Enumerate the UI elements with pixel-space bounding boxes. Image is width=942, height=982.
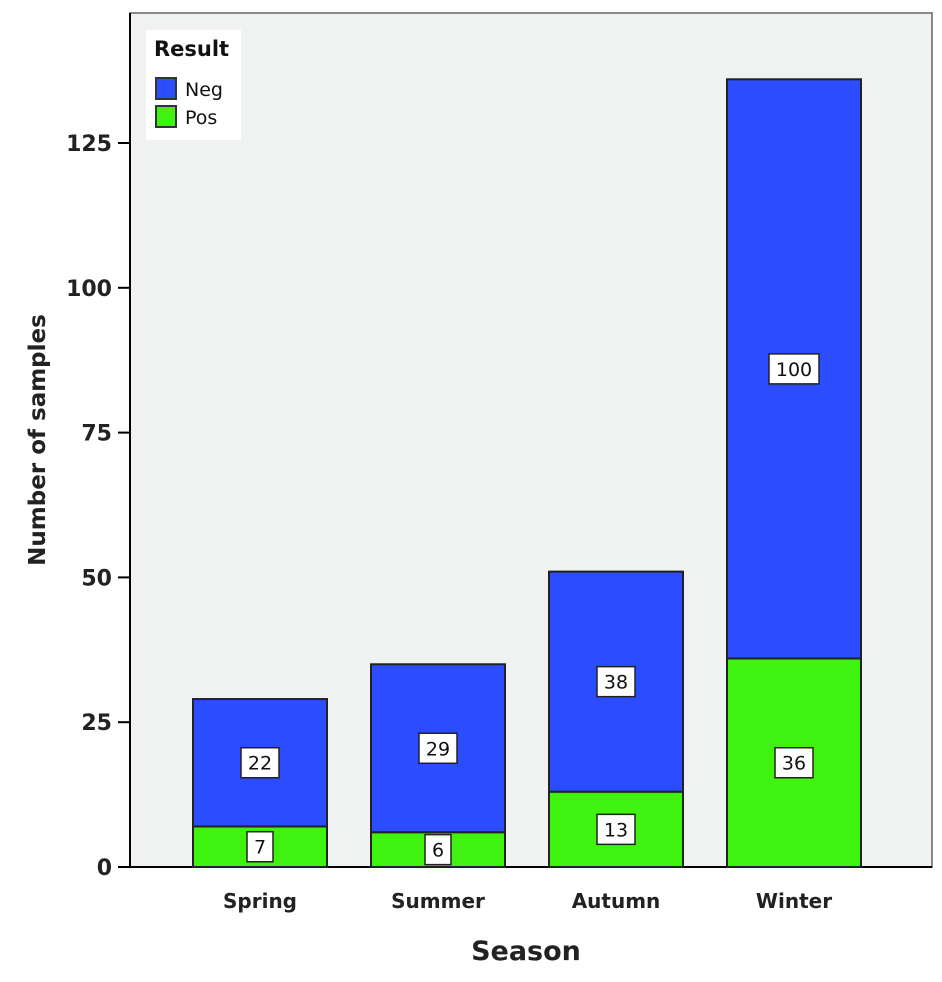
legend-swatch-neg [155,77,177,100]
data-label-box [774,746,814,779]
data-label: 22 [248,753,272,775]
x-axis-title: Season [471,936,581,967]
legend-label: Neg [185,79,223,101]
data-label: 38 [604,672,628,694]
data-label-box [596,813,636,846]
y-tick-label: 50 [81,566,112,591]
data-label: 100 [776,359,812,381]
data-label-box [418,732,458,765]
y-tick-label: 125 [66,132,112,157]
x-tick-label: Winter [756,889,832,913]
y-tick-label: 0 [97,856,112,881]
y-tick-label: 100 [66,277,112,302]
data-label: 13 [604,819,628,841]
data-label: 6 [432,840,444,862]
x-tick-label: Autumn [572,889,661,913]
data-label: 36 [782,753,806,775]
y-tick-label: 75 [81,422,112,447]
data-label-box [424,833,452,866]
x-tick-label: Summer [391,889,485,913]
legend-title: Result [154,37,229,61]
data-label-box [596,665,636,698]
y-axis-title: Number of samples [25,314,51,566]
legend-swatch-pos [155,105,177,128]
data-label: 29 [426,738,450,760]
legend-label: Pos [185,107,217,129]
x-tick-label: Spring [223,889,297,913]
y-tick-label: 25 [81,711,112,736]
data-label-box [246,830,274,863]
data-label-box [768,353,820,385]
data-label: 7 [254,837,266,859]
data-label-box [240,746,280,779]
